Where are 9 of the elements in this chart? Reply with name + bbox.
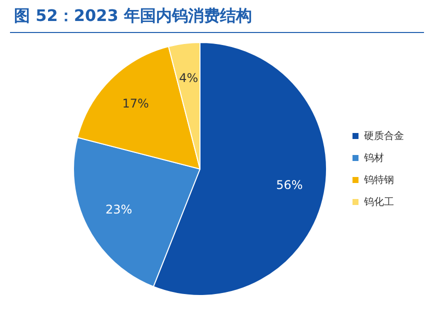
data-label: 17% xyxy=(122,96,149,111)
legend-label: 硬质合金 xyxy=(364,130,404,142)
data-label: 4% xyxy=(179,70,198,85)
legend-label: 钨材 xyxy=(363,152,384,164)
legend-label: 钨特钢 xyxy=(363,174,394,186)
data-label: 23% xyxy=(106,202,132,216)
data-label: 56% xyxy=(276,178,303,192)
chart-title: 图 52：2023 年国内钨消费结构 xyxy=(14,6,252,27)
legend-label: 钨化工 xyxy=(363,196,394,208)
